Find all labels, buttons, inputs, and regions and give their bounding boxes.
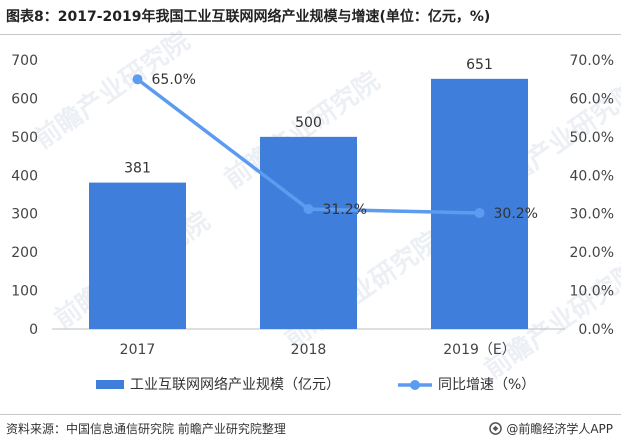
growth-point <box>474 207 485 218</box>
growth-value-label: 31.2% <box>323 202 367 218</box>
y-left-tick-label: 0 <box>29 322 38 338</box>
bar-value-label: 651 <box>466 57 493 73</box>
y-left-tick-label: 500 <box>11 130 38 146</box>
y-right-tick-label: 50.0% <box>570 130 614 146</box>
brand-text: @前瞻经济学人APP <box>506 422 613 436</box>
x-tick-label: 2017 <box>120 342 156 358</box>
y-right-tick-label: 70.0% <box>570 53 614 69</box>
y-right-tick-label: 0.0% <box>578 322 614 338</box>
y-left-tick-label: 600 <box>11 91 38 107</box>
y-right-tick-label: 60.0% <box>570 91 614 107</box>
growth-point <box>303 204 314 215</box>
y-right-tick-label: 20.0% <box>570 245 614 261</box>
y-left-tick-label: 100 <box>11 284 38 300</box>
bar <box>89 182 186 329</box>
title-divider <box>0 34 621 35</box>
y-left-tick-label: 400 <box>11 168 38 184</box>
legend-bar-swatch <box>96 380 124 389</box>
legend-bar-label: 工业互联网网络产业规模（亿元） <box>130 377 340 393</box>
chart-title: 图表8：2017-2019年我国工业互联网网络产业规模与增速(单位：亿元，%) <box>6 9 491 25</box>
source-note: 资料来源：中国信息通信研究院 前瞻产业研究院整理 <box>6 422 286 436</box>
bar-value-label: 381 <box>124 161 151 177</box>
x-tick-label: 2018 <box>291 342 327 358</box>
y-left-tick-label: 300 <box>11 207 38 223</box>
y-right-tick-label: 30.0% <box>570 207 614 223</box>
y-left-tick-label: 700 <box>11 53 38 69</box>
brand-credit: @前瞻经济学人APP <box>489 420 613 437</box>
bar <box>431 78 528 329</box>
brand-logo-icon <box>489 422 503 435</box>
source-divider <box>0 414 621 415</box>
legend-line-label: 同比增速（%） <box>438 377 535 393</box>
bar-value-label: 500 <box>295 115 322 131</box>
x-tick-label: 2019（E） <box>443 342 515 358</box>
y-right-tick-label: 40.0% <box>570 168 614 184</box>
y-left-tick-label: 200 <box>11 245 38 261</box>
bar <box>260 136 357 329</box>
growth-point <box>132 74 143 85</box>
growth-value-label: 30.2% <box>494 206 538 222</box>
growth-value-label: 65.0% <box>152 72 196 88</box>
y-right-tick-label: 10.0% <box>570 284 614 300</box>
legend-line-marker <box>410 380 420 390</box>
